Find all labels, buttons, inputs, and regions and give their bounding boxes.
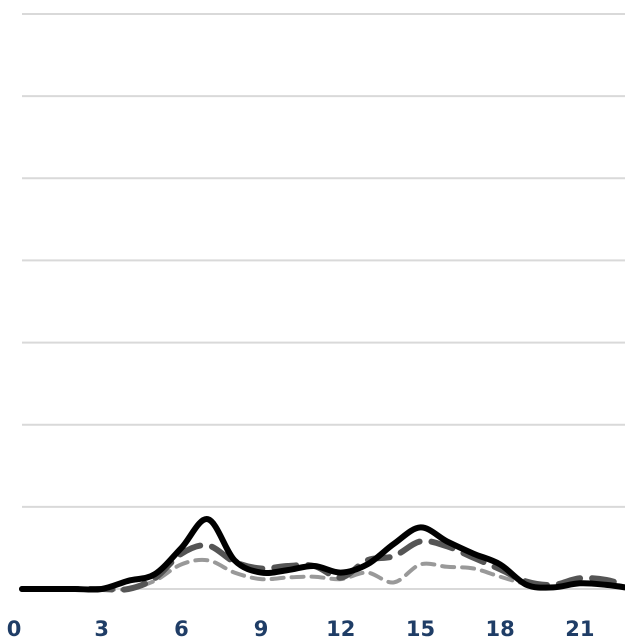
x-tick-label: 21 bbox=[565, 617, 594, 637]
x-tick-label: 0 bbox=[7, 617, 22, 637]
x-tick-label: 9 bbox=[254, 617, 269, 637]
x-tick-label: 15 bbox=[406, 617, 435, 637]
x-tick-label: 3 bbox=[94, 617, 109, 637]
x-tick-label: 6 bbox=[174, 617, 189, 637]
gridlines bbox=[22, 14, 625, 589]
x-tick-label: 18 bbox=[486, 617, 515, 637]
x-axis-tick-labels: 0 3 6 9 12 15 18 21 bbox=[7, 617, 595, 637]
x-tick-label: 12 bbox=[326, 617, 355, 637]
series-lines bbox=[22, 519, 625, 590]
